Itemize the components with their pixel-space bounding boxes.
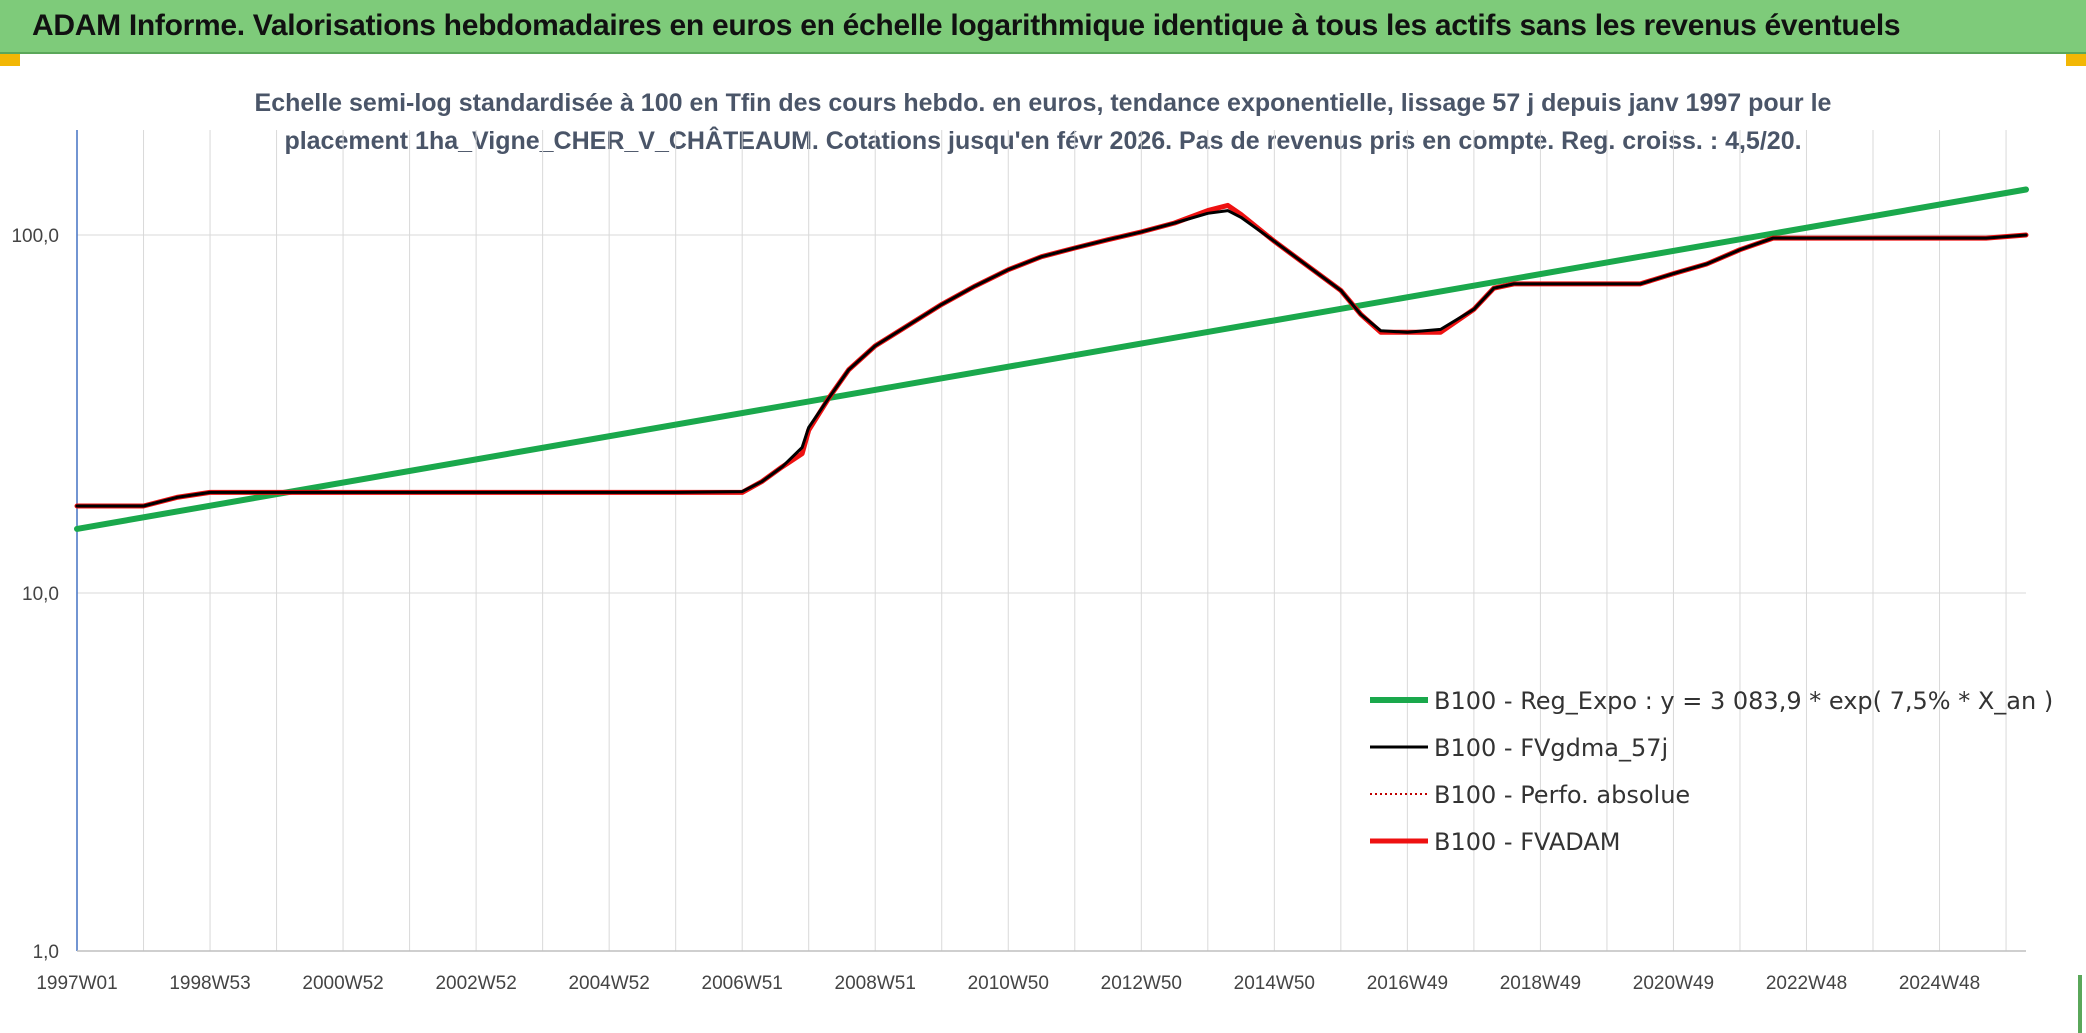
x-tick-label: 2000W52 [302,973,383,994]
report-title: ADAM Informe. Valorisations hebdomadaire… [32,9,1901,42]
legend-label-fvgdma: B100 - FVgdma_57j [1434,734,1668,762]
axes: 1,0 10,0 100,0 1997W01 1998W53 2000W52 2002W52… [11,130,2026,994]
series-line-fvgdma [75,209,2028,508]
x-tick-label: 2004W52 [568,973,649,994]
legend-label-perfo: B100 - Perfo. absolue [1434,781,1690,809]
legend: B100 - Reg_Expo : y = 3 083,9 * exp( 7,5… [1370,687,2053,856]
corner-marker-right [2066,54,2086,66]
series-line-trend [74,186,2029,532]
x-tick-label: 2022W48 [1766,973,1847,994]
x-tick-label: 2024W48 [1899,973,1980,994]
grid-lines [76,130,2026,951]
chart-title-line-2: placement 1ha_Vigne_CHER_V_CHÂTEAUM. Cot… [284,127,1802,155]
x-tick-label: 2012W50 [1101,973,1182,994]
x-tick-label: 1997W01 [36,973,117,994]
series-line-fvadam [74,202,2029,509]
y-tick-label: 10,0 [22,584,59,605]
x-tick-label: 1998W53 [169,973,250,994]
legend-label-trend: B100 - Reg_Expo : y = 3 083,9 * exp( 7,5… [1434,687,2053,715]
x-tick-label: 2010W50 [968,973,1049,994]
chart-title: Echelle semi-log standardisée à 100 en T… [150,84,1936,160]
x-tick-label: 2018W49 [1500,973,1581,994]
series-lines [74,186,2029,532]
x-tick-label: 2016W49 [1367,973,1448,994]
report-header: ADAM Informe. Valorisations hebdomadaire… [0,0,2086,54]
x-tick-label: 2008W51 [835,973,916,994]
x-tick-label: 2006W51 [702,973,783,994]
frame-edge-right [2078,975,2082,1033]
corner-marker-left [0,54,20,66]
legend-label-fvadam: B100 - FVADAM [1434,828,1620,856]
chart-title-line-1: Echelle semi-log standardisée à 100 en T… [254,89,1832,117]
y-tick-label: 1,0 [33,942,59,963]
x-tick-label: 2014W50 [1234,973,1315,994]
x-tick-label: 2020W49 [1633,973,1714,994]
y-tick-label: 100,0 [11,226,59,247]
x-tick-label: 2002W52 [435,973,516,994]
